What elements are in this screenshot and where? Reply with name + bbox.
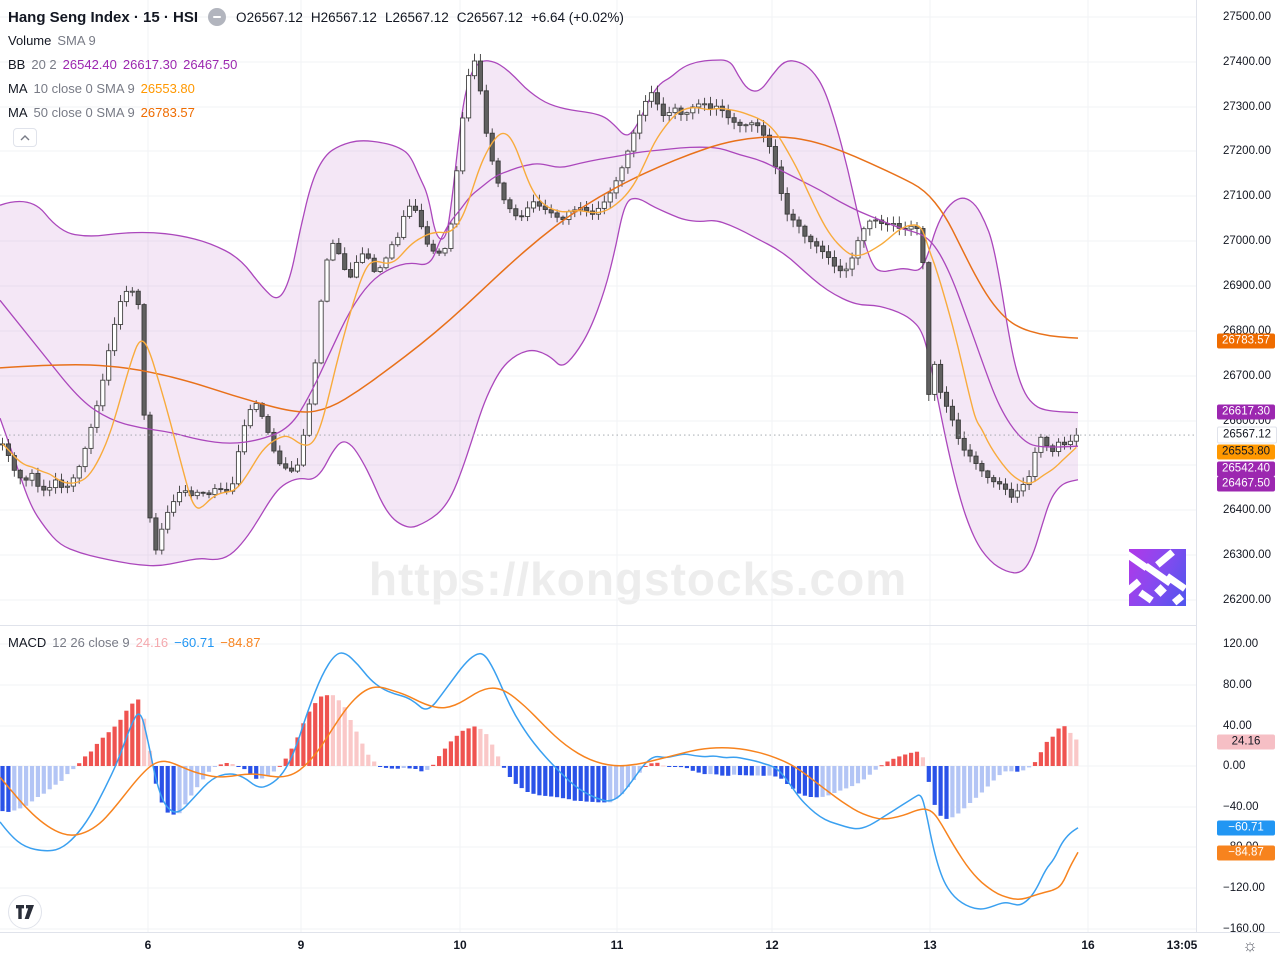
chart-canvas[interactable] (0, 0, 1196, 932)
price-axis-label: 26700.00 (1223, 370, 1271, 382)
time-axis-label: 13 (923, 938, 937, 952)
price-axis-label: 27000.00 (1223, 235, 1271, 247)
price-badge: 26783.57 (1217, 333, 1275, 349)
minus-icon (213, 16, 222, 18)
price-axis-label: 27200.00 (1223, 145, 1271, 157)
legend-ma50[interactable]: MA 50 close 0 SMA 9 26783.57 (8, 104, 195, 120)
price-badge: 26553.80 (1217, 444, 1275, 460)
symbol-title[interactable]: Hang Seng Index · 15 · HSI (8, 8, 199, 26)
theme-sun-icon[interactable]: ☼ (1242, 936, 1258, 955)
price-axis-label: 27400.00 (1223, 56, 1271, 68)
macd-axis-label: 80.00 (1223, 679, 1252, 691)
tradingview-icon (16, 905, 34, 919)
time-axis-label: 16 (1081, 938, 1095, 952)
price-badge: 26467.50 (1217, 476, 1275, 492)
symbol-header-row[interactable]: Hang Seng Index · 15 · HSI O26567.12 H26… (8, 6, 624, 28)
macd-badge: −84.87 (1217, 845, 1275, 861)
watermark: https://kongstocks.com (368, 553, 908, 605)
macd-axis-label: −40.00 (1223, 801, 1259, 813)
legend-macd[interactable]: MACD 12 26 close 9 24.16 −60.71 −84.87 (8, 634, 261, 650)
tradingview-logo[interactable] (8, 895, 42, 929)
legend-ma10[interactable]: MA 10 close 0 SMA 9 26553.80 (8, 80, 195, 96)
legend-bollinger-bands[interactable]: BB 20 2 26542.40 26617.30 26467.50 (8, 56, 238, 72)
time-axis-label: 11 (610, 938, 624, 952)
chevron-up-icon (20, 134, 30, 140)
price-badge: 26617.30 (1217, 404, 1275, 420)
time-axis-label: 13:05 (1166, 938, 1198, 952)
hide-symbol-button[interactable] (208, 8, 227, 26)
macd-axis-label: 120.00 (1223, 638, 1259, 650)
price-badge: 26567.12 (1217, 426, 1277, 444)
collapse-legend-button[interactable] (13, 128, 37, 147)
time-axis-label: 12 (765, 938, 779, 952)
price-axis-label: 26300.00 (1223, 549, 1271, 561)
price-badge: 26542.40 (1217, 461, 1275, 477)
price-axis-label: 27300.00 (1223, 101, 1271, 113)
macd-axis-label: 40.00 (1223, 720, 1252, 732)
price-axis[interactable]: 27500.00 27400.00 27300.00 27200.00 27100.00… (1196, 0, 1280, 935)
macd-badge: 24.16 (1217, 734, 1275, 750)
time-axis-label: 10 (453, 938, 467, 952)
time-axis-label: 9 (297, 938, 305, 952)
price-axis-label: 27100.00 (1223, 190, 1271, 202)
change-value: +6.64 (+0.02%) (530, 9, 624, 25)
price-axis-label: 26200.00 (1223, 594, 1271, 606)
ohlc-values: O26567.12 H26567.12 L26567.12 C26567.12 … (236, 9, 624, 25)
price-axis-label: 26900.00 (1223, 280, 1271, 292)
macd-badge: −60.71 (1217, 820, 1275, 836)
price-axis-label: 26400.00 (1223, 504, 1271, 516)
macd-axis-label: −120.00 (1223, 882, 1265, 894)
price-axis-label: 27500.00 (1223, 11, 1271, 23)
kongstocks-logo (1129, 549, 1186, 606)
legend-volume[interactable]: Volume SMA 9 (8, 32, 96, 48)
macd-axis-label: 0.00 (1223, 760, 1246, 772)
time-axis-label: 6 (144, 938, 152, 952)
main-legend: Hang Seng Index · 15 · HSI O26567.12 H26… (8, 6, 624, 124)
time-axis[interactable]: 6 9 10 11 12 13 16 13:05 (0, 932, 1280, 960)
